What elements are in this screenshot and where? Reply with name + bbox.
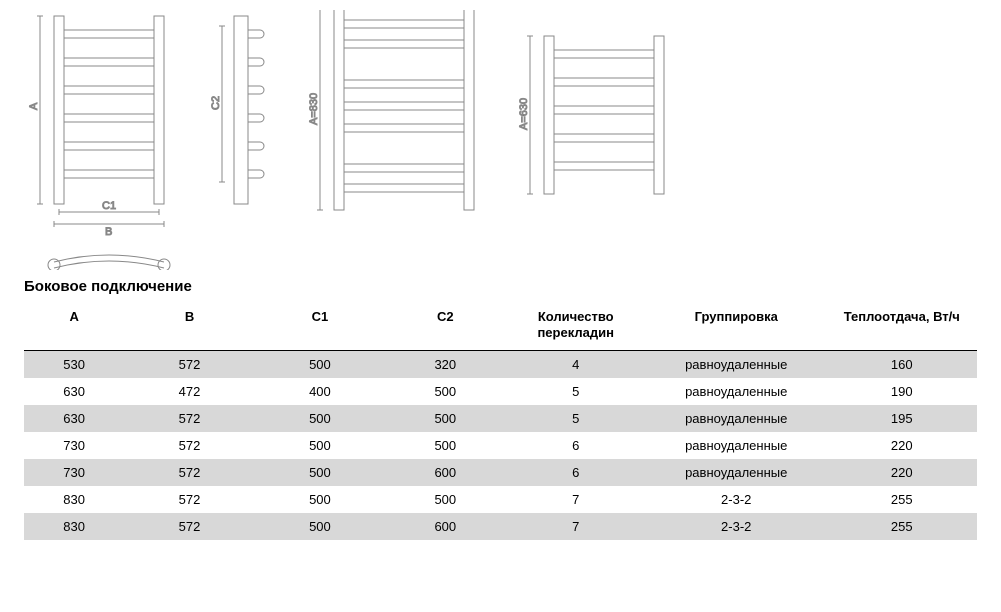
cell-C2: 600 — [385, 459, 505, 486]
table-row: 83057250060072-3-2255 — [24, 513, 977, 540]
cell-B: 572 — [124, 459, 254, 486]
cell-A: 630 — [24, 378, 124, 405]
col-B: B — [124, 301, 254, 350]
cell-bars: 7 — [506, 486, 646, 513]
cell-bars: 6 — [506, 432, 646, 459]
dim-label-A: A — [28, 102, 40, 110]
table-row: 6305725005005равноудаленные195 — [24, 405, 977, 432]
cell-C1: 500 — [255, 405, 385, 432]
section-title: Боковое подключение — [24, 278, 977, 295]
cell-A: 730 — [24, 459, 124, 486]
cell-C2: 600 — [385, 513, 505, 540]
cell-bars: 7 — [506, 513, 646, 540]
cell-heat: 220 — [827, 432, 978, 459]
cell-B: 572 — [124, 432, 254, 459]
cell-C1: 500 — [255, 486, 385, 513]
cell-group: равноудаленные — [646, 350, 827, 378]
table-row: 5305725003204равноудаленные160 — [24, 350, 977, 378]
table-row: 7305725006006равноудаленные220 — [24, 459, 977, 486]
cell-A: 830 — [24, 486, 124, 513]
spec-table: ABC1C2Количество перекладинГруппировкаТе… — [24, 301, 977, 540]
cell-C1: 500 — [255, 459, 385, 486]
table-header-row: ABC1C2Количество перекладинГруппировкаТе… — [24, 301, 977, 350]
cell-group: 2-3-2 — [646, 513, 827, 540]
dim-label-B: B — [105, 226, 112, 238]
col-heat: Теплоотдача, Вт/ч — [827, 301, 978, 350]
cell-C2: 500 — [385, 486, 505, 513]
cell-C2: 500 — [385, 432, 505, 459]
dim-label-C2: C2 — [210, 96, 222, 110]
cell-group: 2-3-2 — [646, 486, 827, 513]
cell-bars: 5 — [506, 405, 646, 432]
table-row: 6304724005005равноудаленные190 — [24, 378, 977, 405]
cell-B: 572 — [124, 513, 254, 540]
cell-bars: 5 — [506, 378, 646, 405]
cell-heat: 255 — [827, 486, 978, 513]
col-bars: Количество перекладин — [506, 301, 646, 350]
cell-bars: 6 — [506, 459, 646, 486]
col-C2: C2 — [385, 301, 505, 350]
col-A: A — [24, 301, 124, 350]
cell-B: 572 — [124, 350, 254, 378]
col-group: Группировка — [646, 301, 827, 350]
cell-heat: 220 — [827, 459, 978, 486]
cell-heat: 190 — [827, 378, 978, 405]
cell-group: равноудаленные — [646, 405, 827, 432]
cell-heat: 160 — [827, 350, 978, 378]
cell-A: 830 — [24, 513, 124, 540]
technical-diagrams: A C1 B — [24, 10, 977, 270]
table-row: 83057250050072-3-2255 — [24, 486, 977, 513]
cell-C2: 320 — [385, 350, 505, 378]
cell-group: равноудаленные — [646, 378, 827, 405]
cell-C2: 500 — [385, 378, 505, 405]
cell-B: 572 — [124, 486, 254, 513]
dim-label-A830: A=830 — [308, 93, 320, 125]
cell-A: 530 — [24, 350, 124, 378]
dim-label-A630: A=630 — [518, 98, 530, 130]
cell-C2: 500 — [385, 405, 505, 432]
cell-group: равноудаленные — [646, 432, 827, 459]
cell-A: 730 — [24, 432, 124, 459]
cell-C1: 400 — [255, 378, 385, 405]
cell-group: равноудаленные — [646, 459, 827, 486]
cell-B: 472 — [124, 378, 254, 405]
col-C1: C1 — [255, 301, 385, 350]
dim-label-C1: C1 — [102, 200, 116, 212]
table-row: 7305725005006равноудаленные220 — [24, 432, 977, 459]
cell-A: 630 — [24, 405, 124, 432]
cell-heat: 195 — [827, 405, 978, 432]
cell-C1: 500 — [255, 432, 385, 459]
cell-B: 572 — [124, 405, 254, 432]
cell-bars: 4 — [506, 350, 646, 378]
cell-heat: 255 — [827, 513, 978, 540]
cell-C1: 500 — [255, 513, 385, 540]
cell-C1: 500 — [255, 350, 385, 378]
